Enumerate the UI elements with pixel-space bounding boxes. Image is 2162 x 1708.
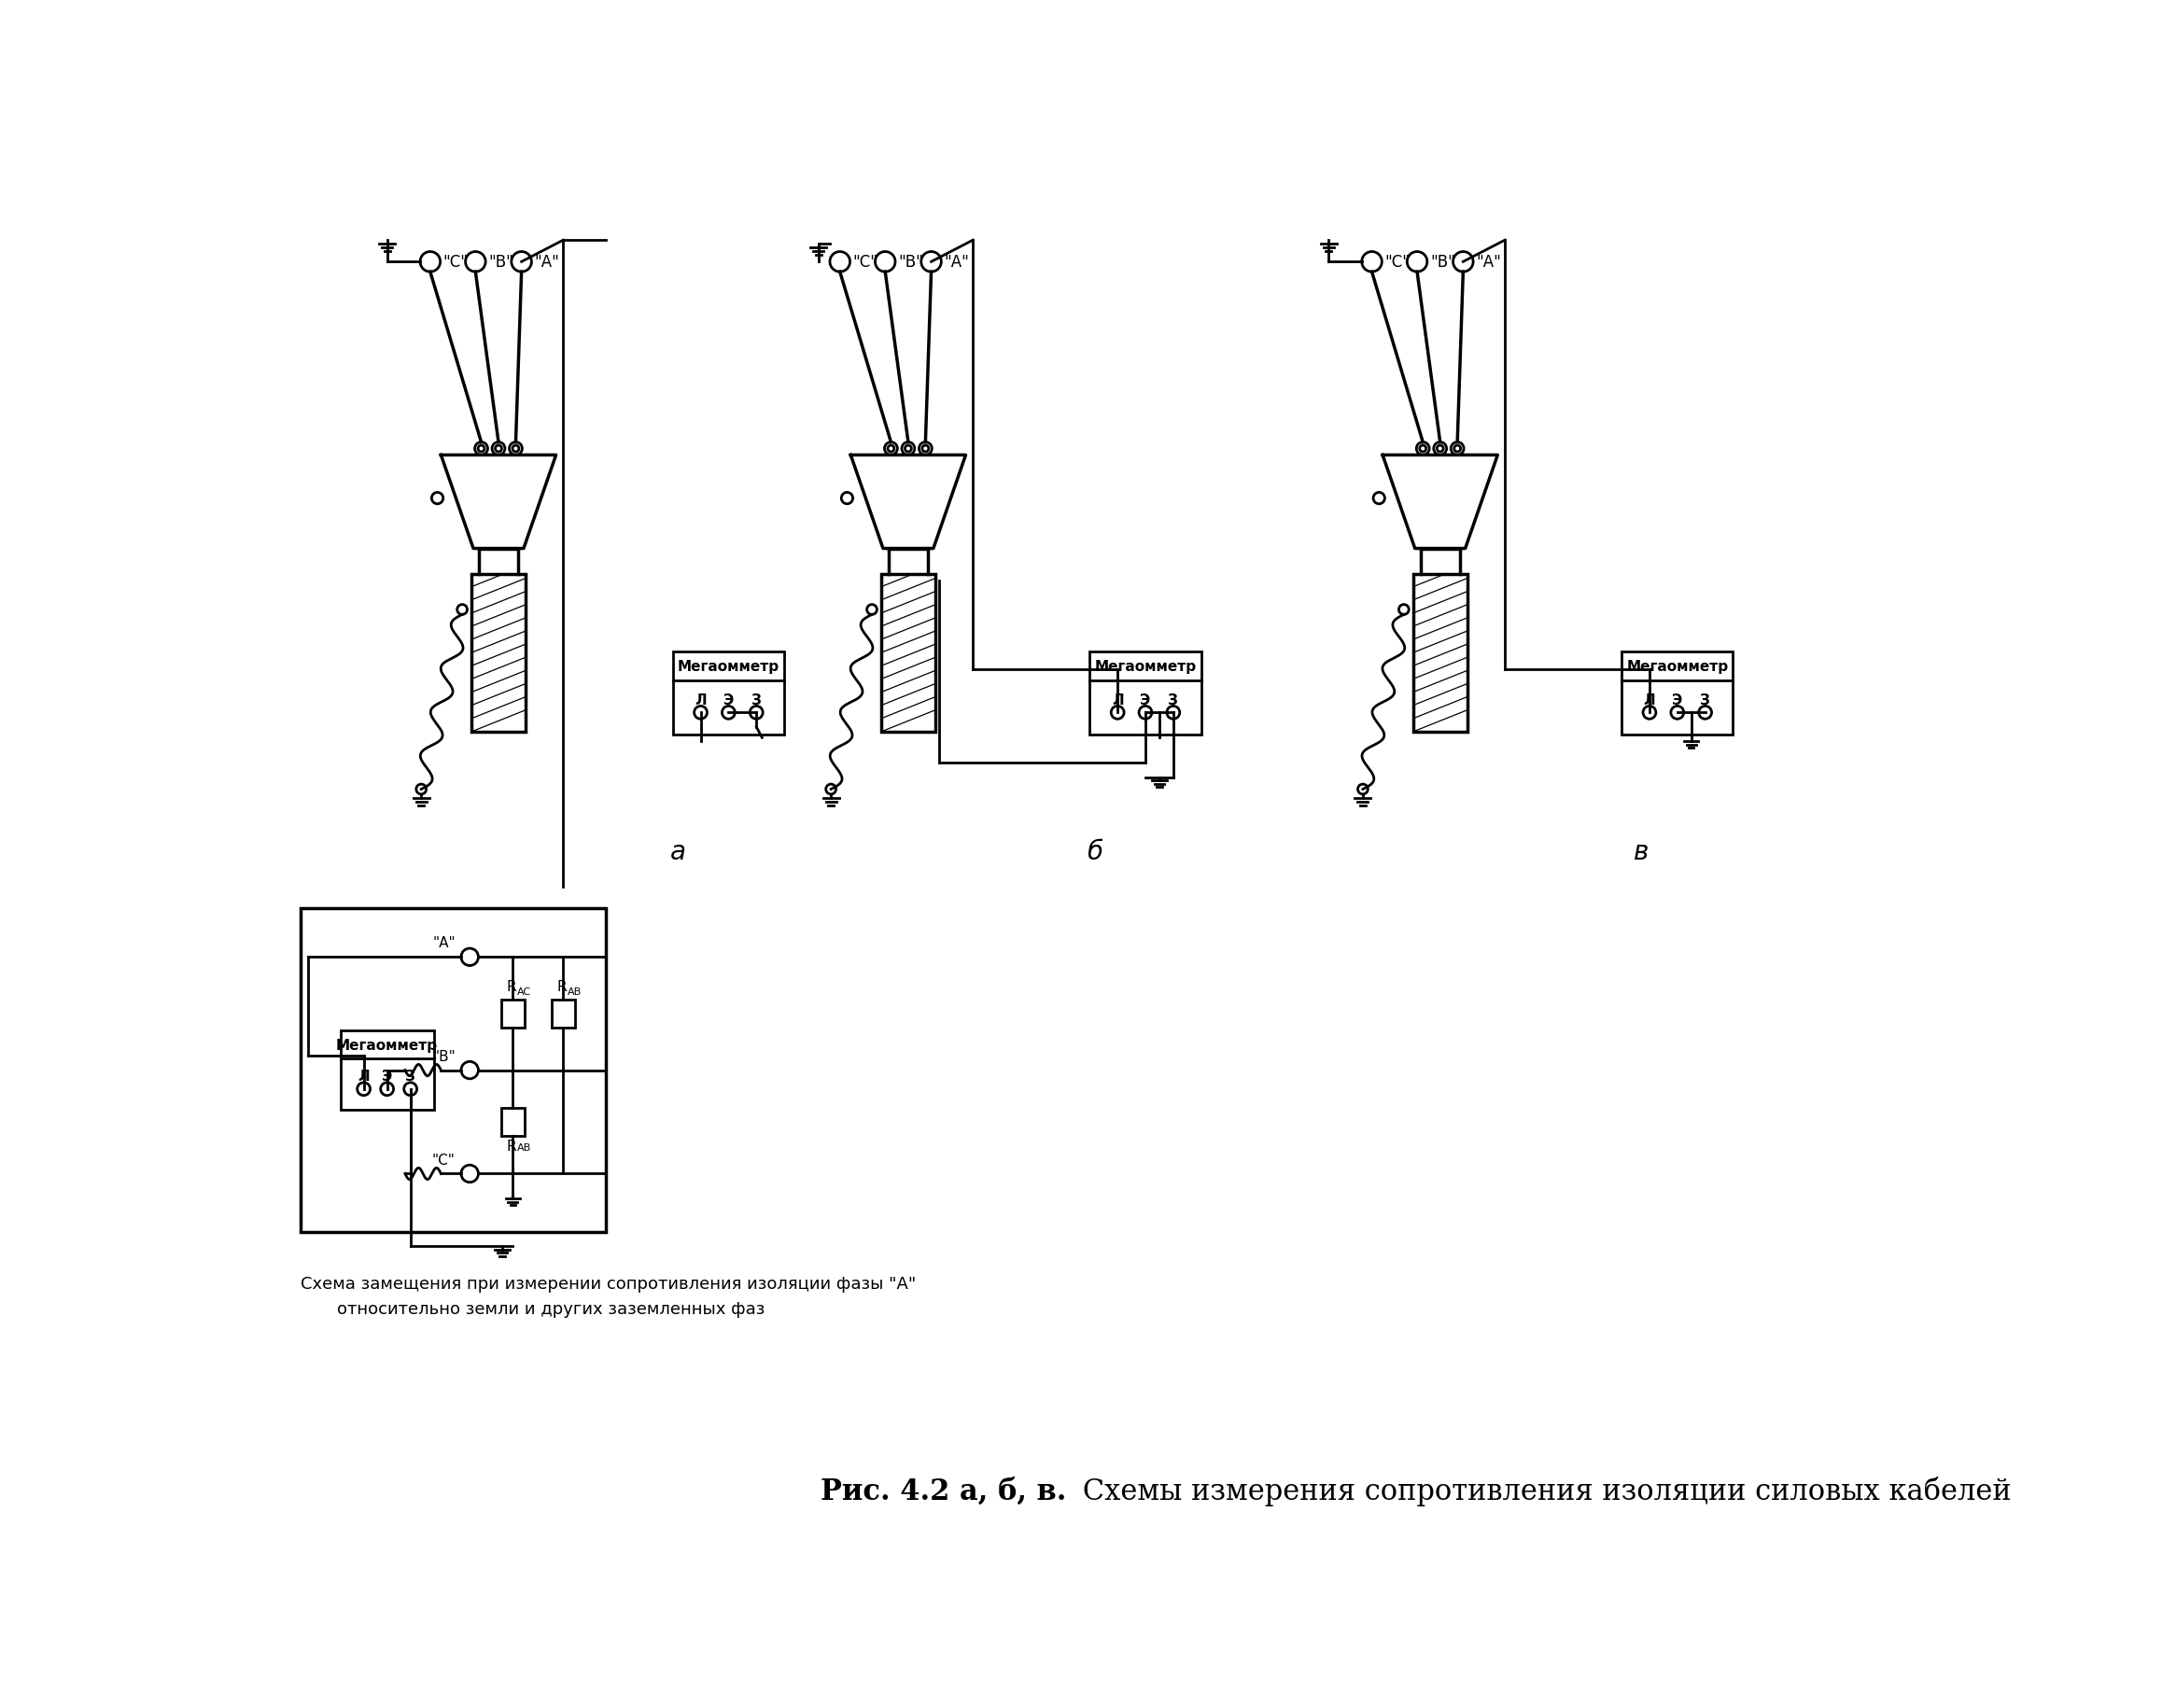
Bar [1090, 652, 1202, 734]
Text: Л: Л [359, 1069, 370, 1083]
Text: относительно земли и других заземленных фаз: относительно земли и других заземленных … [337, 1300, 765, 1317]
Text: "C": "C" [852, 254, 878, 272]
Text: Л: Л [1643, 693, 1656, 707]
Text: "A": "A" [534, 254, 560, 272]
Text: З: З [1699, 693, 1710, 707]
Text: "A": "A" [432, 936, 456, 950]
Text: "B": "B" [897, 254, 923, 272]
Text: Мегаомметр: Мегаомметр [1626, 659, 1727, 675]
Text: Мегаомметр: Мегаомметр [1094, 659, 1196, 675]
Text: Схемы измерения сопротивления изоляции силовых кабелей: Схемы измерения сопротивления изоляции с… [1075, 1476, 2011, 1505]
Text: а: а [670, 839, 685, 864]
Text: "C": "C" [1386, 254, 1410, 272]
Text: "A": "A" [1477, 254, 1500, 272]
Text: AB: AB [517, 1143, 532, 1151]
Text: Рис. 4.2 а, б, в.: Рис. 4.2 а, б, в. [819, 1476, 1066, 1505]
Text: Мегаомметр: Мегаомметр [677, 659, 780, 675]
Bar [1414, 574, 1468, 733]
Text: AC: AC [517, 987, 532, 997]
Bar [551, 999, 575, 1028]
Text: З: З [750, 693, 761, 707]
Text: R: R [558, 980, 566, 994]
Text: Л: Л [694, 693, 707, 707]
Bar [502, 1108, 525, 1136]
Text: "B": "B" [1429, 254, 1455, 272]
Text: "B": "B" [489, 254, 515, 272]
Bar [882, 574, 936, 733]
Bar [672, 652, 785, 734]
Text: Мегаомметр: Мегаомметр [335, 1038, 439, 1052]
Text: в: в [1634, 839, 1650, 864]
Bar [471, 574, 525, 733]
Text: Э: Э [1139, 693, 1150, 707]
Bar [339, 1032, 435, 1110]
Text: Схема замещения при измерении сопротивления изоляции фазы "А": Схема замещения при измерении сопротивле… [301, 1276, 917, 1291]
Text: "C": "C" [443, 254, 469, 272]
Text: "C": "C" [432, 1153, 456, 1167]
Text: б: б [1087, 839, 1103, 864]
Text: Э: Э [724, 693, 733, 707]
Text: З: З [404, 1069, 415, 1083]
Bar [1622, 652, 1734, 734]
Text: Э: Э [383, 1069, 391, 1083]
Text: "B": "B" [432, 1049, 456, 1062]
Text: R: R [506, 980, 517, 994]
Text: R: R [506, 1139, 517, 1153]
Text: AB: AB [566, 987, 582, 997]
Bar [502, 999, 525, 1028]
Text: Э: Э [1671, 693, 1682, 707]
Bar [301, 909, 605, 1231]
Text: З: З [1167, 693, 1178, 707]
Text: "A": "A" [945, 254, 969, 272]
Text: Л: Л [1111, 693, 1124, 707]
